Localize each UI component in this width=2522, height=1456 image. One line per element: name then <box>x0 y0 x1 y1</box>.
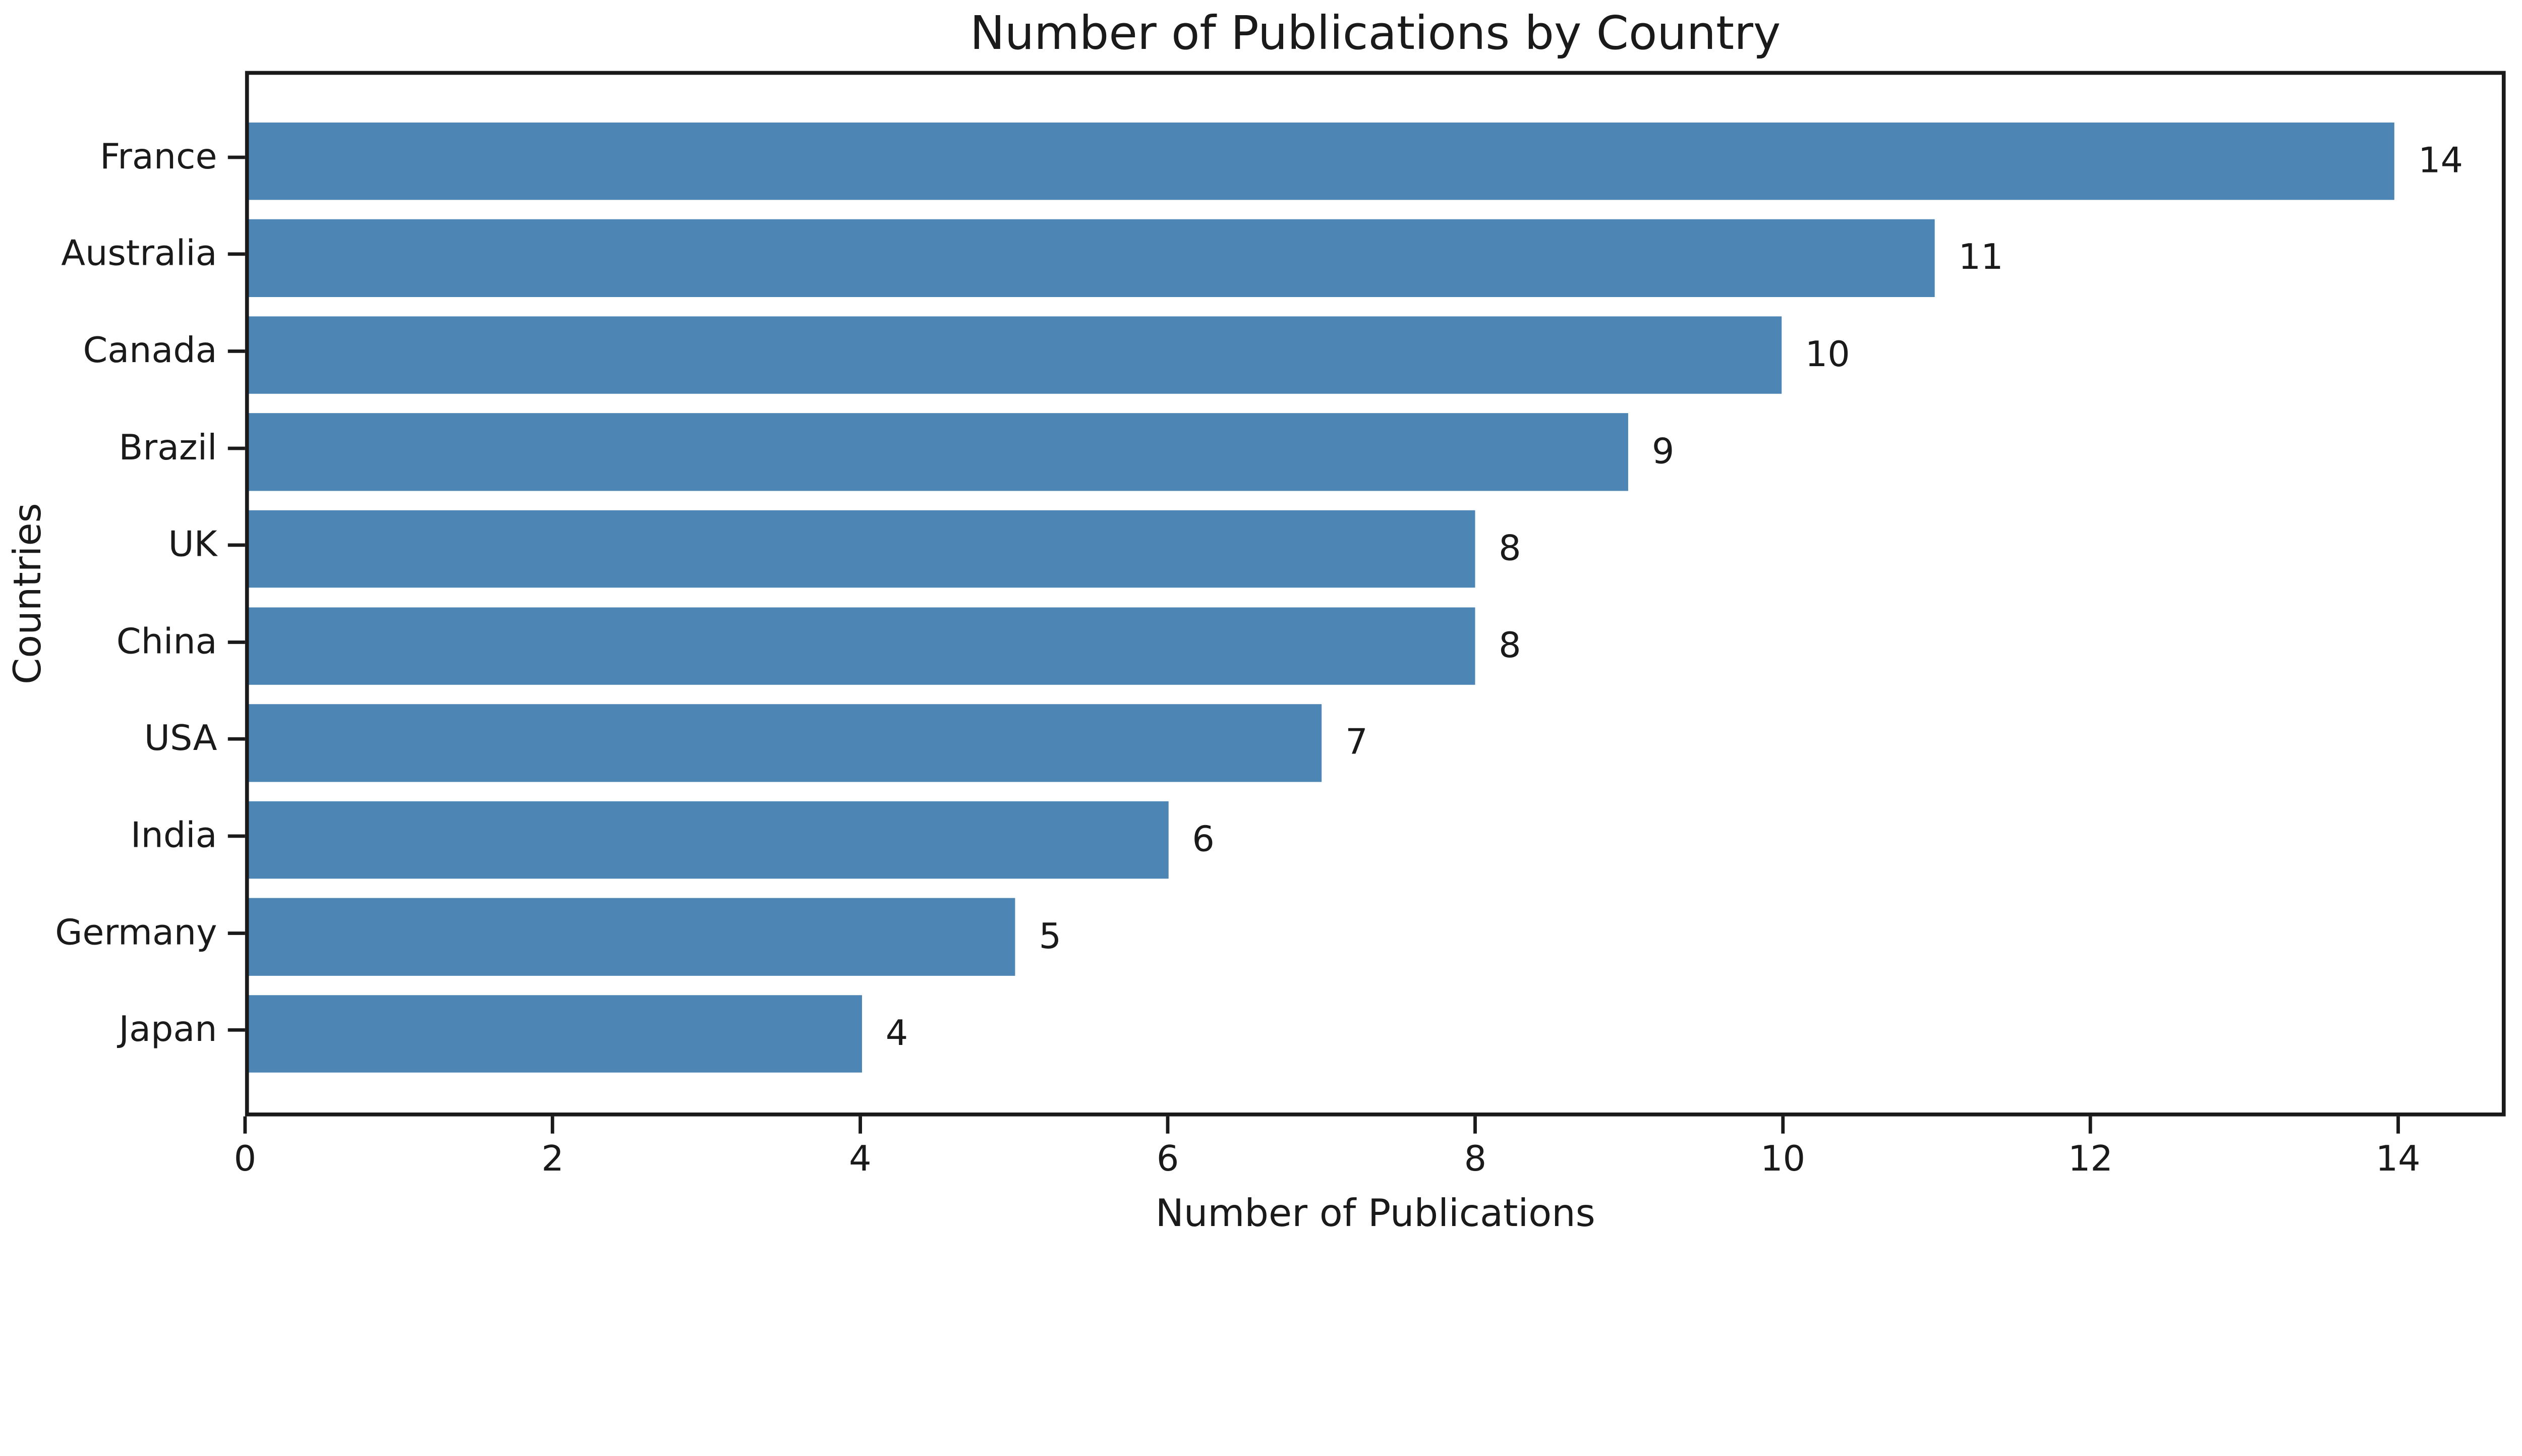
x-tick-label: 10 <box>1760 1138 1806 1180</box>
y-tick-mark <box>227 834 245 838</box>
bar <box>249 801 1169 879</box>
y-tick-mark <box>227 349 245 353</box>
bar-value-label: 10 <box>1805 333 1850 375</box>
bar-value-label: 14 <box>2418 140 2463 181</box>
bar <box>249 413 1629 491</box>
bar <box>249 219 1935 297</box>
y-tick-label: Australia <box>61 232 217 274</box>
bar-value-label: 5 <box>1039 915 1062 957</box>
x-tick-mark <box>1166 1116 1170 1134</box>
x-axis-title: Number of Publications <box>1155 1191 1595 1235</box>
x-tick-label: 12 <box>2068 1138 2113 1180</box>
bar <box>249 898 1015 976</box>
y-tick-mark <box>227 252 245 256</box>
x-tick-mark <box>1781 1116 1785 1134</box>
bar <box>249 316 1782 394</box>
y-tick-label: Brazil <box>119 427 217 468</box>
y-tick-mark <box>227 1028 245 1032</box>
y-tick-label: Canada <box>83 330 217 371</box>
bar-value-label: 8 <box>1499 624 1521 666</box>
figure: Number of Publications by Country Countr… <box>5 6 2506 1235</box>
bar-value-label: 8 <box>1499 528 1521 569</box>
x-tick-mark <box>1473 1116 1477 1134</box>
bar <box>249 995 862 1073</box>
chart-title: Number of Publications by Country <box>970 6 1781 61</box>
y-tick-mark <box>227 446 245 450</box>
x-tick-mark <box>858 1116 862 1134</box>
x-tick-label: 6 <box>1156 1138 1179 1180</box>
y-tick-label: France <box>100 136 217 177</box>
bar-value-label: 9 <box>1651 431 1675 472</box>
bar <box>249 704 1322 782</box>
bar <box>249 607 1475 685</box>
x-tick-label: 0 <box>234 1138 257 1180</box>
x-tick-mark <box>243 1116 247 1134</box>
bar-value-label: 4 <box>885 1013 908 1054</box>
x-tick-label: 4 <box>849 1138 872 1180</box>
y-tick-label: India <box>130 814 217 856</box>
bar <box>249 122 2395 200</box>
plot-area: 14 11 10 9 8 8 7 6 5 4 <box>245 71 2506 1117</box>
y-tick-label: USA <box>144 718 217 759</box>
x-tick-mark <box>551 1116 555 1134</box>
y-tick-label: China <box>116 621 217 662</box>
y-tick-label: Germany <box>55 912 217 953</box>
x-tick-label: 8 <box>1464 1138 1487 1180</box>
bar <box>249 510 1475 588</box>
bar-value-label: 7 <box>1345 722 1368 763</box>
x-tick-label: 14 <box>2375 1138 2421 1180</box>
y-tick-label: UK <box>168 523 217 565</box>
y-tick-mark <box>227 543 245 547</box>
y-tick-mark <box>227 737 245 741</box>
y-tick-mark <box>227 931 245 935</box>
y-tick-mark <box>227 155 245 159</box>
y-tick-mark <box>227 640 245 644</box>
x-tick-mark <box>2089 1116 2092 1134</box>
x-tick-label: 2 <box>541 1138 564 1180</box>
x-tick-mark <box>2396 1116 2400 1134</box>
bar-value-label: 11 <box>1958 237 2003 278</box>
y-tick-label: Japan <box>119 1009 217 1050</box>
bar-value-label: 6 <box>1192 819 1215 860</box>
